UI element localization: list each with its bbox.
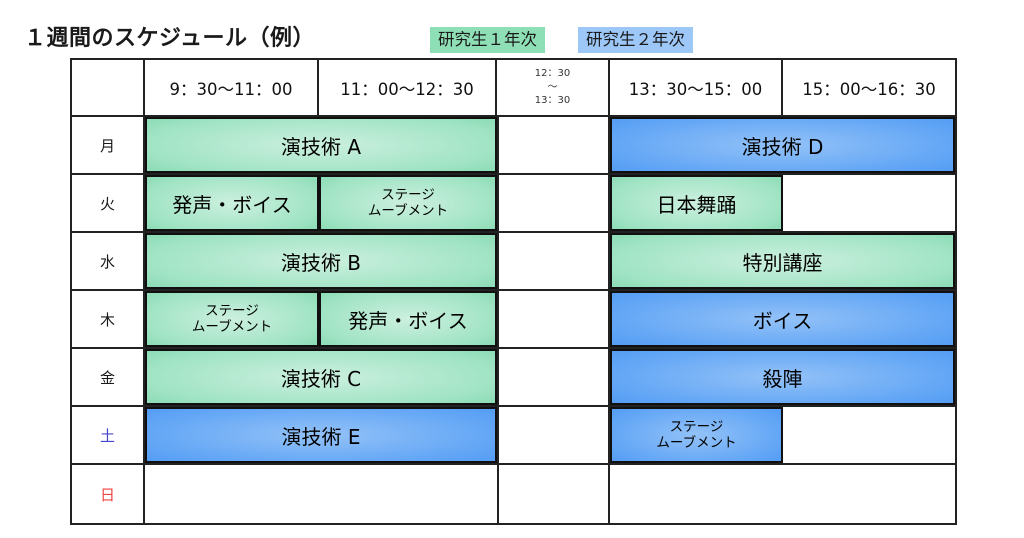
schedule-row: 火発声・ボイス ステージ ムーブメント 日本舞踊 [72,175,955,233]
lunch-cell [497,465,610,523]
afternoon-zone: ステージ ムーブメント [610,407,955,463]
afternoon-zone: 特別講座 [610,233,955,289]
morning-zone: 発声・ボイス ステージ ムーブメント [145,175,497,231]
schedule-row: 土演技術 E ステージ ムーブメント [72,407,955,465]
schedule-block: ステージ ムーブメント [145,291,319,347]
header-time-2: 11：00～12：30 [319,60,497,115]
schedule-block: 特別講座 [610,233,955,289]
day-label: 土 [72,407,145,463]
header-corner-cell [72,60,145,115]
schedule-block: 演技術 D [610,117,955,173]
lunch-cell [497,291,610,347]
lunch-cell [497,407,610,463]
morning-zone: 演技術 E [145,407,497,463]
header-time-4: 15：00～16：30 [783,60,955,115]
schedule-row: 金演技術 C 殺陣 [72,349,955,407]
schedule-block: ボイス [610,291,955,347]
schedule-block: 演技術 A [145,117,497,173]
schedule-row: 水演技術 B 特別講座 [72,233,955,291]
afternoon-zone: 演技術 D [610,117,955,173]
day-label: 木 [72,291,145,347]
day-label: 火 [72,175,145,231]
morning-zone: 演技術 A [145,117,497,173]
schedule-block: 演技術 B [145,233,497,289]
legend-year1: 研究生１年次 [430,27,545,53]
afternoon-zone: 殺陣 [610,349,955,405]
header-lunch-break: 12：30 ～ 13：30 [497,60,610,115]
lunch-cell [497,117,610,173]
day-label: 金 [72,349,145,405]
day-label: 月 [72,117,145,173]
schedule-row: 木ステージ ムーブメント 発声・ボイス ボイス [72,291,955,349]
morning-zone [145,465,497,523]
afternoon-zone: ボイス [610,291,955,347]
header-row: 9：30～11：00 11：00～12：30 12：30 ～ 13：30 13：… [72,60,955,117]
page-title: １週間のスケジュール（例） [24,26,315,51]
lunch-cell [497,349,610,405]
schedule-block: 演技術 E [145,407,497,463]
morning-zone: 演技術 B [145,233,497,289]
lunch-cell [497,175,610,231]
legend-year2: 研究生２年次 [578,27,693,53]
header-time-1: 9：30～11：00 [145,60,319,115]
schedule-block: ステージ ムーブメント [319,175,497,231]
morning-zone: ステージ ムーブメント 発声・ボイス [145,291,497,347]
schedule-block: 演技術 C [145,349,497,405]
schedule-block: 日本舞踊 [610,175,783,231]
schedule-block: ステージ ムーブメント [610,407,783,463]
afternoon-zone [610,465,955,523]
schedule-block: 発声・ボイス [145,175,319,231]
schedule-table: 9：30～11：00 11：00～12：30 12：30 ～ 13：30 13：… [70,58,957,525]
lunch-cell [497,233,610,289]
schedule-row: 日 [72,465,955,523]
day-label: 水 [72,233,145,289]
morning-zone: 演技術 C [145,349,497,405]
afternoon-zone: 日本舞踊 [610,175,955,231]
schedule-row: 月演技術 A 演技術 D [72,117,955,175]
schedule-block: 殺陣 [610,349,955,405]
day-label: 日 [72,465,145,523]
header-time-3: 13：30～15：00 [610,60,783,115]
schedule-block: 発声・ボイス [319,291,497,347]
